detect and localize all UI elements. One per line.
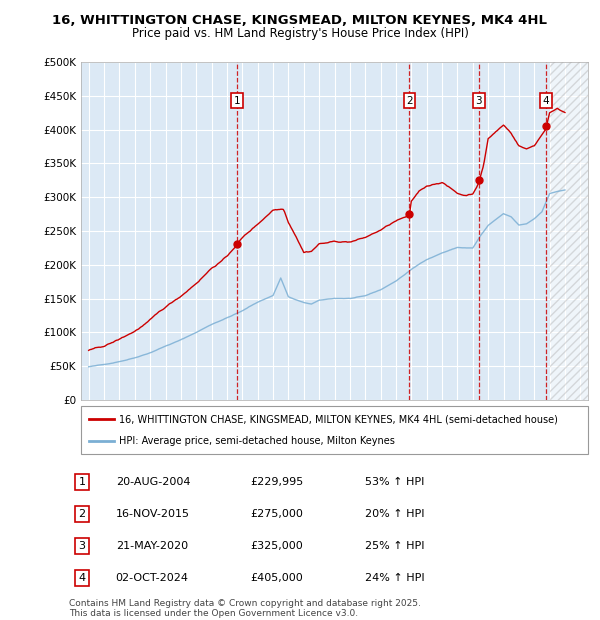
Text: £325,000: £325,000 — [251, 541, 304, 551]
Text: £405,000: £405,000 — [251, 573, 304, 583]
Text: 20-AUG-2004: 20-AUG-2004 — [116, 477, 190, 487]
Text: 16, WHITTINGTON CHASE, KINGSMEAD, MILTON KEYNES, MK4 4HL: 16, WHITTINGTON CHASE, KINGSMEAD, MILTON… — [53, 14, 548, 27]
Text: HPI: Average price, semi-detached house, Milton Keynes: HPI: Average price, semi-detached house,… — [119, 436, 395, 446]
Text: 2: 2 — [79, 509, 86, 519]
Text: 3: 3 — [79, 541, 85, 551]
Text: 16, WHITTINGTON CHASE, KINGSMEAD, MILTON KEYNES, MK4 4HL (semi-detached house): 16, WHITTINGTON CHASE, KINGSMEAD, MILTON… — [119, 414, 558, 424]
Text: 4: 4 — [542, 96, 549, 106]
Text: £229,995: £229,995 — [251, 477, 304, 487]
Text: Contains HM Land Registry data © Crown copyright and database right 2025.
This d: Contains HM Land Registry data © Crown c… — [69, 599, 421, 618]
Text: 1: 1 — [233, 96, 240, 106]
FancyBboxPatch shape — [81, 406, 588, 454]
Text: £275,000: £275,000 — [251, 509, 304, 519]
Text: Price paid vs. HM Land Registry's House Price Index (HPI): Price paid vs. HM Land Registry's House … — [131, 27, 469, 40]
Text: 1: 1 — [79, 477, 85, 487]
Text: 20% ↑ HPI: 20% ↑ HPI — [365, 509, 424, 519]
Bar — [550, 62, 588, 400]
Text: 4: 4 — [79, 573, 86, 583]
Text: 16-NOV-2015: 16-NOV-2015 — [116, 509, 190, 519]
Text: 2: 2 — [406, 96, 413, 106]
Bar — [550, 62, 588, 400]
Text: 02-OCT-2024: 02-OCT-2024 — [116, 573, 189, 583]
Text: 24% ↑ HPI: 24% ↑ HPI — [365, 573, 424, 583]
Text: 3: 3 — [475, 96, 482, 106]
Text: 25% ↑ HPI: 25% ↑ HPI — [365, 541, 424, 551]
Text: 21-MAY-2020: 21-MAY-2020 — [116, 541, 188, 551]
Text: 53% ↑ HPI: 53% ↑ HPI — [365, 477, 424, 487]
